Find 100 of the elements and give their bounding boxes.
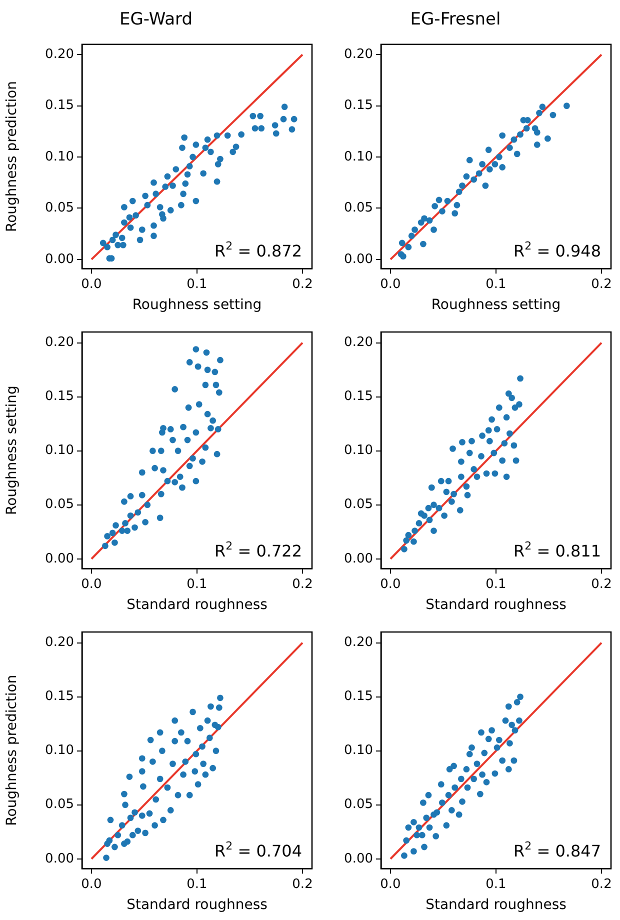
point [488, 416, 495, 423]
point [160, 467, 166, 474]
point [486, 438, 493, 444]
point [463, 173, 470, 180]
point [152, 822, 158, 829]
point [190, 708, 196, 716]
point [501, 440, 508, 446]
point [210, 764, 216, 772]
x-tick-label: 0.2 [591, 276, 612, 292]
point [206, 734, 213, 742]
point [483, 470, 490, 477]
point [456, 507, 464, 514]
point [539, 104, 546, 110]
point [214, 450, 220, 458]
point [479, 160, 486, 168]
point [147, 736, 154, 744]
point [121, 498, 128, 505]
point [164, 784, 171, 791]
point [466, 450, 473, 456]
point [416, 520, 422, 526]
point [485, 146, 492, 154]
y-tick-label: 0.05 [344, 200, 373, 216]
y-tick-label: 0.15 [45, 389, 74, 404]
point [140, 783, 146, 790]
point [185, 404, 192, 411]
point [401, 852, 408, 859]
x-axis-title: Roughness setting [132, 297, 262, 314]
point [179, 484, 186, 491]
y-tick-label: 0.10 [45, 743, 74, 758]
point [443, 822, 450, 829]
y-tick-label: 0.05 [344, 797, 373, 812]
point [550, 112, 556, 118]
point [421, 512, 428, 519]
point [499, 457, 506, 464]
x-tick-label: 0.0 [81, 576, 102, 592]
point [517, 694, 524, 700]
point [516, 401, 522, 408]
point [468, 744, 475, 751]
point [124, 838, 131, 845]
point [445, 792, 452, 798]
point [456, 811, 462, 818]
chart-title: EG-Ward [120, 10, 192, 30]
y-tick-label: 0.05 [45, 200, 74, 216]
point [202, 771, 209, 778]
point [486, 166, 493, 172]
point [506, 430, 513, 437]
y-tick-label: 0.20 [344, 335, 373, 350]
point [216, 704, 222, 711]
point [156, 776, 164, 782]
y-tick-label: 0.20 [344, 635, 373, 650]
point [478, 453, 484, 460]
y-tick-label: 0.05 [344, 497, 373, 512]
point [134, 828, 142, 834]
x-tick-label: 0.2 [591, 576, 612, 592]
point [194, 363, 202, 370]
point [156, 729, 164, 736]
point [452, 784, 458, 791]
point [194, 781, 202, 788]
point [514, 150, 520, 158]
point [544, 135, 551, 142]
point [200, 760, 207, 768]
point [430, 528, 437, 534]
y-tick-label: 0.20 [344, 47, 373, 62]
point [192, 768, 198, 775]
point [400, 253, 406, 260]
point [114, 832, 122, 838]
point [520, 116, 527, 124]
point [214, 426, 222, 432]
point [479, 771, 486, 778]
point [167, 807, 174, 814]
point [502, 717, 509, 724]
point [405, 824, 412, 831]
point [138, 492, 146, 498]
point [436, 504, 442, 512]
point [403, 837, 410, 844]
point [196, 401, 202, 408]
y-tick-label: 0.00 [344, 851, 373, 866]
y-axis-title: Roughness setting [4, 386, 20, 515]
x-tick-label: 0.1 [186, 576, 208, 592]
point [503, 474, 510, 480]
point [134, 509, 142, 516]
point [124, 528, 131, 534]
point [158, 748, 166, 754]
y-tick-label: 0.00 [344, 551, 373, 566]
x-tick-label: 0.0 [380, 876, 401, 892]
x-tick-label: 0.0 [380, 576, 401, 592]
x-axis-title: Standard roughness [126, 597, 268, 614]
point [410, 848, 417, 855]
point [464, 784, 471, 791]
x-tick-label: 0.1 [486, 276, 506, 292]
point [510, 757, 518, 764]
point [149, 448, 156, 454]
point [192, 346, 200, 352]
y-tick-label: 0.15 [45, 689, 74, 704]
x-tick-label: 0.0 [81, 276, 102, 292]
point [217, 694, 224, 702]
point [126, 774, 133, 780]
y-tick-label: 0.10 [344, 149, 373, 164]
point [441, 512, 448, 519]
point [418, 832, 426, 838]
